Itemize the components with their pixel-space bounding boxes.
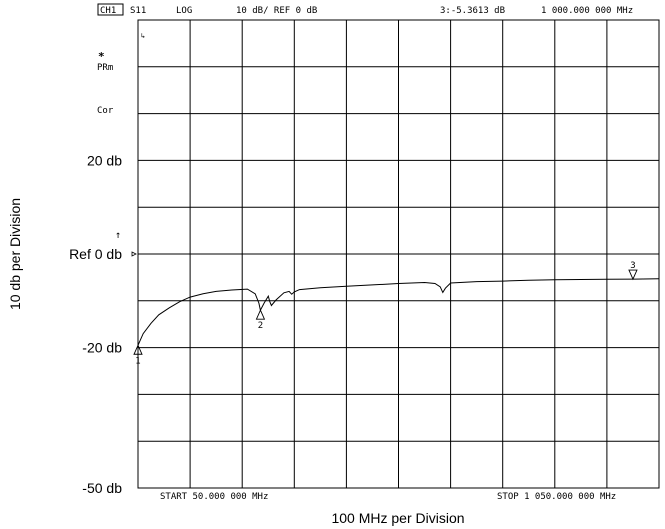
start-frequency-label: START 50.000 000 MHz (160, 492, 268, 502)
scale-ref-label: 10 dB/ REF 0 dB (236, 6, 317, 16)
status-prm: PRm (97, 63, 113, 73)
ref-position-icon (131, 251, 137, 257)
channel-label: CH1 (100, 6, 116, 16)
stop-frequency-label: STOP 1 050.000 000 MHz (497, 492, 616, 502)
parameter-label: S11 (130, 6, 146, 16)
format-label: LOG (176, 6, 192, 16)
marker-readout: 3:-5.3613 dB (440, 6, 505, 16)
header-bar: CH1 S11 LOG 10 dB/ REF 0 dB 3:-5.3613 dB… (97, 3, 633, 16)
y-tick-label: -20 db (82, 340, 122, 356)
marker-triangle-icon (255, 309, 266, 320)
arrow-marker-icon: ↳ (141, 32, 145, 40)
marker-label: 1 (135, 356, 140, 366)
marker-triangle-icon (628, 269, 638, 281)
y-tick-label: 20 db (87, 152, 122, 168)
s11-trace-line (137, 278, 660, 346)
y-tick-labels: 20 db Ref 0 db -20 db -50 db (69, 152, 122, 496)
markers: 1 2 3 (133, 261, 638, 366)
ref-arrow-icon: ↑ (115, 230, 121, 241)
marker-2: 2 (255, 309, 266, 331)
marker-label: 2 (258, 321, 263, 331)
y-tick-label: Ref 0 db (69, 246, 122, 262)
x-axis-title: 100 MHz per Division (331, 510, 464, 526)
grid (137, 19, 660, 489)
marker-triangle-icon (133, 344, 143, 355)
y-axis-title: 10 db per Division (7, 198, 23, 310)
marker-3: 3 (628, 261, 638, 281)
channel-box (97, 3, 124, 16)
status-cor: Cor (97, 106, 114, 116)
marker-frequency: 1 000.000 000 MHz (541, 6, 633, 16)
y-tick-label: -50 db (82, 480, 122, 496)
marker-label: 3 (630, 261, 635, 271)
status-annotations: ↳ * PRm Cor ↑ (97, 32, 145, 257)
marker-1: 1 (133, 344, 143, 366)
status-star: * (98, 50, 105, 63)
